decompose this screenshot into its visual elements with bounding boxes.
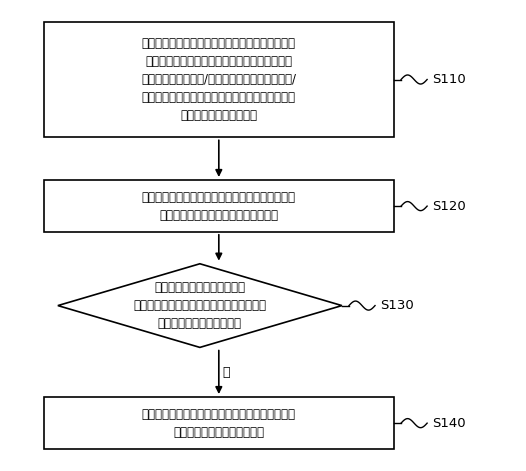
Text: S110: S110: [432, 73, 466, 86]
Text: 根据环境建模和动态元素，预测下一时刻到达目标
路口的目标动态元素的个数和运动方向: 根据环境建模和动态元素，预测下一时刻到达目标 路口的目标动态元素的个数和运动方向: [142, 191, 296, 222]
Text: 根据数字孪生技术构建环境建模，并识别位于环境
建模中的动态元素，其中，环境建模包括目标路
口、目标路口的上游/下游路口、目标路口和上游/
下游路口之间的道路，动: 根据数字孪生技术构建环境建模，并识别位于环境 建模中的动态元素，其中，环境建模包…: [141, 37, 296, 122]
Text: S140: S140: [432, 417, 466, 430]
Polygon shape: [58, 264, 342, 348]
Bar: [44, 22, 394, 137]
Bar: [44, 180, 394, 232]
Text: S130: S130: [380, 299, 413, 312]
Text: 生成目标控制方案，并在下一时刻根据目标控制方
案控制目标路口的交通信号灯: 生成目标控制方案，并在下一时刻根据目标控制方 案控制目标路口的交通信号灯: [142, 407, 296, 439]
Bar: [44, 397, 394, 449]
Text: 否: 否: [222, 365, 230, 379]
Text: 根据目标动态元素的个数和运
动方向，判断下一时刻目标路口的交通信号
灯的原始控制方案是否合理: 根据目标动态元素的个数和运 动方向，判断下一时刻目标路口的交通信号 灯的原始控制…: [134, 281, 266, 330]
Text: S120: S120: [432, 200, 466, 212]
